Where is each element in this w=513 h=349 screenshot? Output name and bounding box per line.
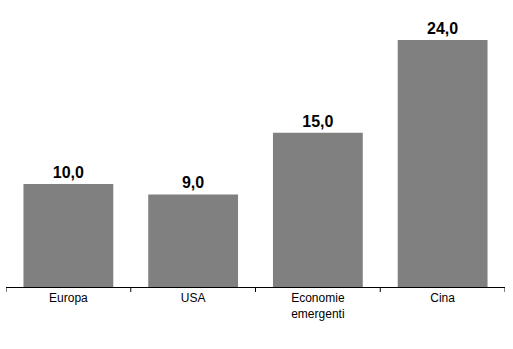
svg-text:24,0: 24,0 [427,20,458,37]
svg-text:Europa: Europa [49,291,88,305]
svg-text:Cina: Cina [430,291,455,305]
svg-text:USA: USA [181,291,206,305]
svg-text:10,0: 10,0 [53,164,84,181]
svg-text:Economieemergenti: Economieemergenti [291,291,345,321]
svg-text:15,0: 15,0 [302,113,333,130]
svg-text:9,0: 9,0 [182,174,204,191]
